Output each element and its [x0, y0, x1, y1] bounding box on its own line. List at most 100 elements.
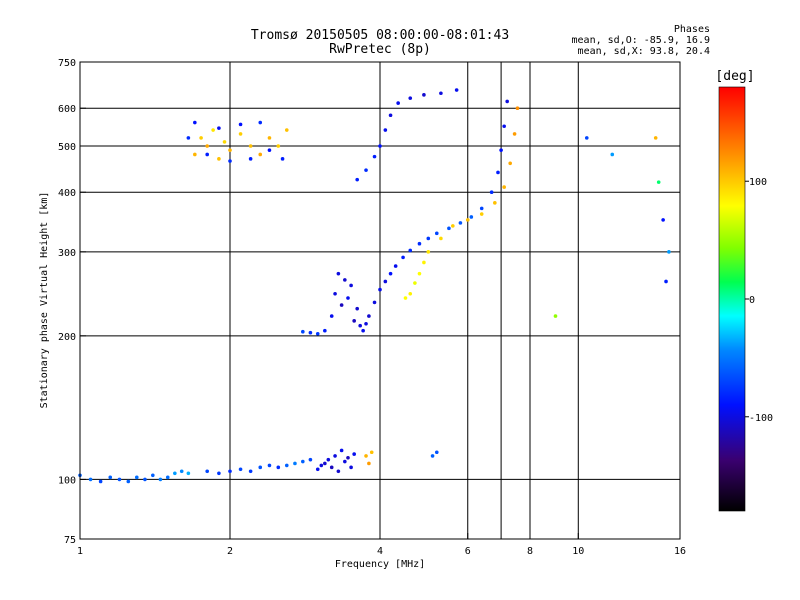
- echo-point: [434, 231, 439, 236]
- echo-point: [502, 185, 506, 189]
- x-tick-label: 4: [377, 546, 383, 557]
- y-axis-ticks: 75 100 200 300 400 500 600 750: [58, 58, 86, 546]
- echo-point: [349, 465, 353, 470]
- echo-point: [228, 469, 232, 474]
- echo-point: [248, 469, 253, 474]
- echo-point: [126, 479, 131, 484]
- echo-point: [333, 291, 337, 296]
- echo-point: [352, 319, 356, 323]
- echo-point: [408, 96, 413, 100]
- echo-point: [512, 132, 517, 136]
- echo-point: [165, 475, 170, 480]
- y-tick-label: 600: [58, 104, 76, 115]
- echo-point: [417, 241, 422, 246]
- echo-point: [151, 473, 155, 478]
- echo-point: [238, 467, 243, 472]
- echo-point: [336, 271, 341, 276]
- echo-point: [430, 454, 435, 458]
- y-tick-label: 75: [64, 535, 76, 546]
- echo-point: [653, 136, 658, 140]
- y-tick-label: 300: [58, 248, 76, 259]
- echo-point: [193, 152, 197, 157]
- echo-point: [388, 113, 393, 118]
- echo-point: [372, 300, 377, 305]
- echo-point: [355, 306, 359, 311]
- echo-point: [308, 457, 313, 462]
- y-tick-label: 500: [58, 142, 76, 153]
- x-tick-label: 2: [227, 546, 233, 557]
- echo-point: [408, 291, 413, 296]
- echo-point: [499, 148, 503, 152]
- echo-traces: [78, 88, 671, 484]
- echo-point: [417, 271, 422, 276]
- echo-point: [496, 170, 500, 175]
- echo-point: [364, 321, 368, 326]
- echo-point: [308, 330, 313, 335]
- echo-point: [355, 177, 359, 182]
- x-tick-label: 10: [572, 546, 584, 557]
- echo-point: [413, 281, 417, 285]
- echo-point: [493, 201, 497, 205]
- echo-point: [258, 152, 263, 157]
- echo-point: [489, 190, 494, 195]
- echo-point: [323, 461, 327, 466]
- echo-point: [280, 157, 285, 161]
- echo-point: [401, 255, 405, 260]
- x-tick-label: 6: [465, 546, 471, 557]
- echo-point: [301, 329, 305, 334]
- echo-point: [367, 461, 371, 466]
- echo-point: [228, 159, 232, 163]
- phase-stats-title: Phases: [673, 24, 710, 35]
- echo-point: [408, 248, 413, 253]
- y-axis-label: Stationary phase Virtual Height [km]: [39, 192, 50, 409]
- echo-point: [205, 152, 209, 157]
- echo-point: [186, 471, 191, 476]
- echo-point: [276, 144, 281, 148]
- echo-point: [346, 455, 350, 460]
- echo-point: [364, 168, 368, 172]
- echo-point: [284, 128, 289, 132]
- colorbar-tick-label: -100: [749, 413, 773, 424]
- echo-point: [422, 260, 426, 265]
- echo-point: [339, 448, 344, 453]
- grid-lines: [80, 62, 680, 539]
- x-tick-label: 16: [674, 546, 686, 557]
- echo-point: [439, 236, 443, 241]
- x-tick-label: 8: [527, 546, 533, 557]
- echo-point: [228, 148, 232, 152]
- echo-point: [346, 296, 350, 300]
- echo-point: [447, 226, 451, 231]
- echo-point: [315, 331, 320, 336]
- echo-point: [339, 303, 344, 307]
- echo-point: [479, 212, 484, 216]
- echo-point: [343, 459, 347, 464]
- echo-point: [393, 264, 398, 268]
- echo-point: [117, 477, 122, 482]
- phase-stats-o: mean, sd,O: -85.9, 16.9: [571, 35, 710, 46]
- echo-point: [352, 452, 356, 456]
- echo-point: [610, 152, 615, 157]
- echo-point: [388, 271, 393, 276]
- echo-point: [515, 106, 520, 111]
- echo-point: [293, 461, 297, 466]
- echo-point: [329, 465, 334, 470]
- echo-point: [222, 140, 227, 144]
- colorbar-label: [deg]: [715, 69, 754, 84]
- echo-point: [378, 287, 382, 292]
- echo-point: [193, 120, 197, 125]
- echo-point: [667, 250, 671, 254]
- colorbar-tick-label: 100: [749, 177, 767, 188]
- echo-point: [143, 477, 147, 482]
- echo-point: [465, 218, 470, 222]
- echo-point: [326, 457, 331, 462]
- echo-point: [664, 279, 668, 284]
- echo-point: [217, 126, 221, 130]
- echo-point: [439, 91, 443, 96]
- echo-point: [301, 459, 305, 464]
- echo-point: [553, 314, 558, 318]
- echo-point: [426, 236, 431, 241]
- phase-stats-x: mean, sd,X: 93.8, 20.4: [577, 46, 710, 57]
- echo-point: [502, 124, 506, 129]
- echo-point: [378, 144, 382, 148]
